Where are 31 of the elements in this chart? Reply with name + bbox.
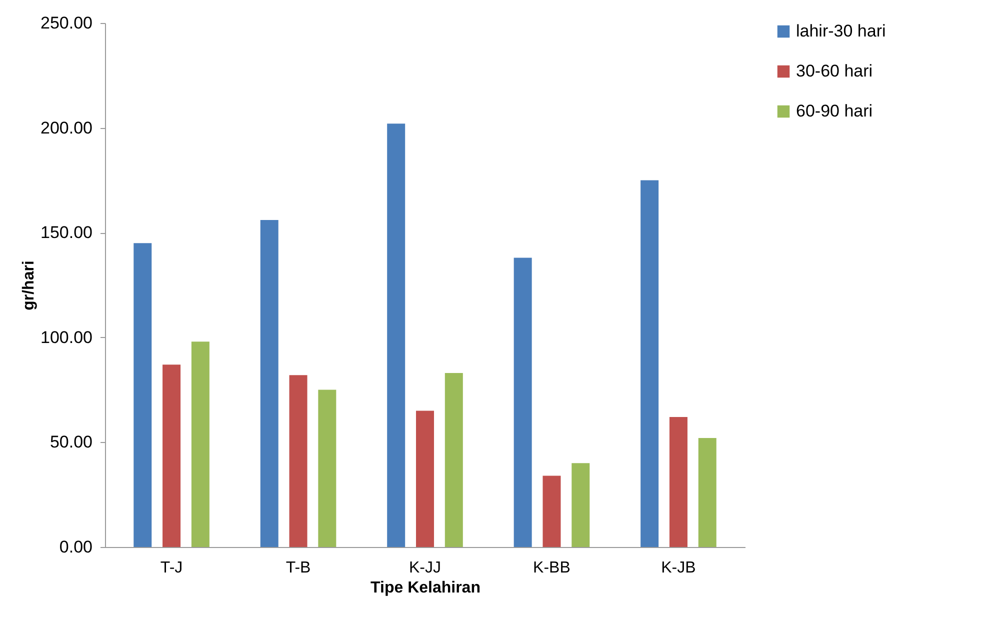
y-tick-label: 0.00 [59, 538, 92, 556]
x-tick-label: K-BB [533, 560, 570, 576]
y-axis-title: gr/hari [20, 260, 38, 310]
legend-label: lahir-30 hari [796, 22, 886, 40]
bar [416, 410, 434, 547]
x-tick-label: T-B [286, 560, 311, 576]
x-axis-title: Tipe Kelahiran [370, 580, 480, 596]
y-tick-label: 200.00 [40, 118, 92, 138]
bar [162, 364, 181, 547]
x-tick-label: K-JB [661, 560, 696, 576]
x-tick-label: K-JJ [409, 560, 441, 576]
bar [318, 390, 336, 547]
bar [289, 375, 308, 547]
x-tick-label: T-J [160, 560, 183, 576]
y-tick-label: 150.00 [40, 223, 92, 242]
legend-label: 60-90 hari [796, 102, 873, 120]
legend-label: 30-60 hari [796, 62, 873, 80]
bar [134, 243, 152, 547]
bar [260, 220, 278, 547]
bar [542, 476, 561, 547]
bar [444, 373, 463, 547]
bar [698, 438, 716, 547]
bar [514, 258, 532, 547]
bar [669, 417, 688, 547]
y-tick-label: 50.00 [50, 432, 92, 452]
bar [572, 463, 590, 547]
y-tick-label: 250.00 [40, 14, 92, 32]
bar [640, 180, 659, 547]
bar [191, 342, 210, 547]
bar [387, 124, 406, 547]
y-tick-label: 100.00 [40, 328, 92, 347]
